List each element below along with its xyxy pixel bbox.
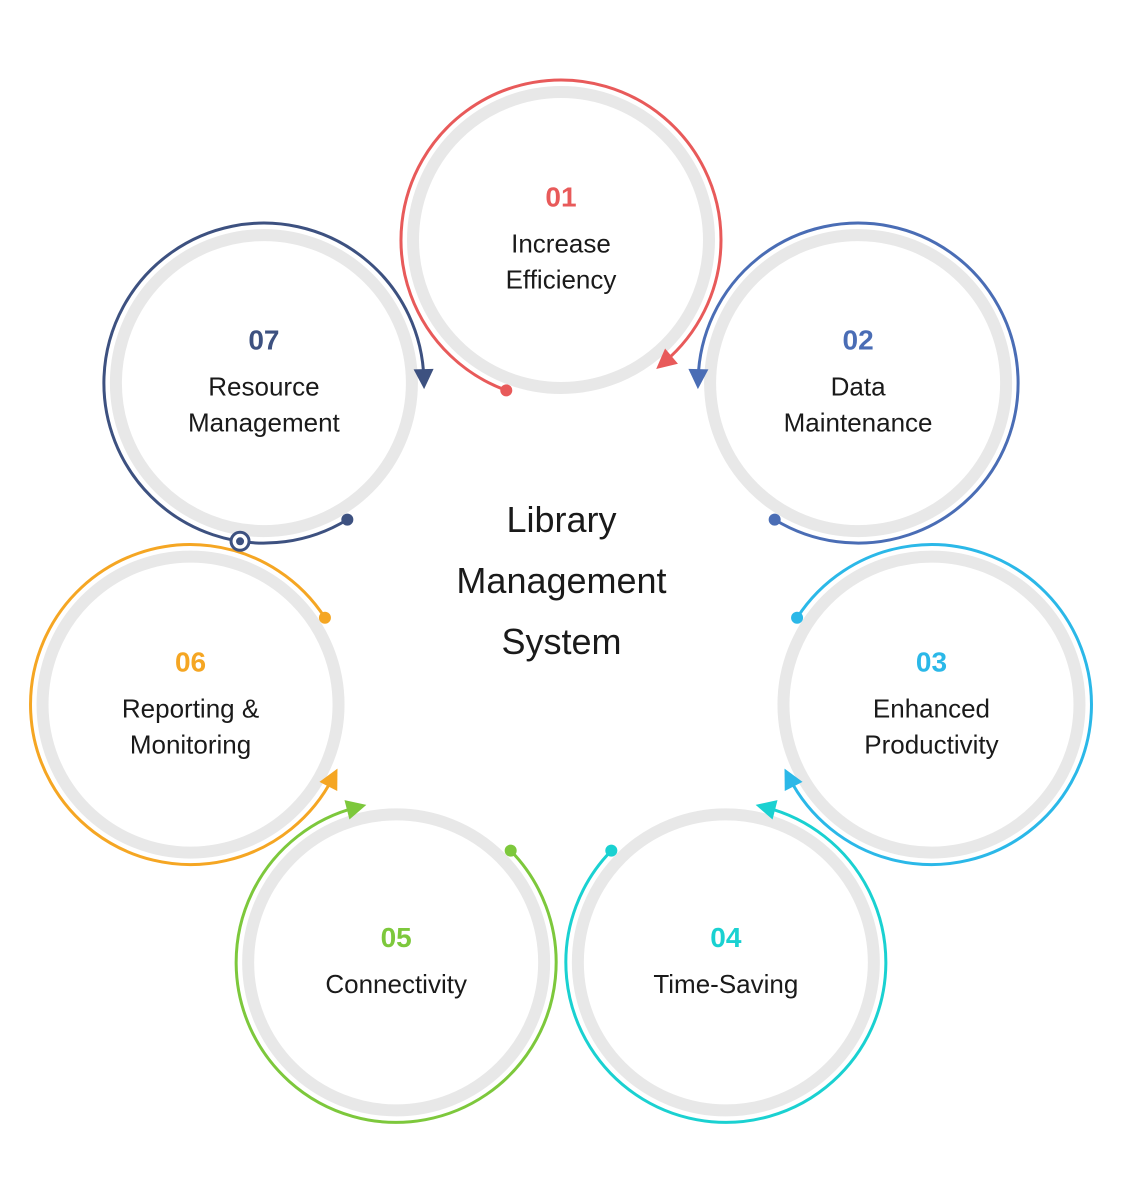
node-num: 05 <box>276 922 516 954</box>
node-label: ResourceManagement <box>144 369 384 442</box>
center-title: LibraryManagementSystem <box>456 489 666 673</box>
node-5: 05 Connectivity <box>276 922 516 1002</box>
node-3: 03 EnhancedProductivity <box>811 646 1051 763</box>
node-label: DataMaintenance <box>738 369 978 442</box>
node-4: 04 Time-Saving <box>606 922 846 1002</box>
node-num: 07 <box>144 325 384 357</box>
node-2: 02 DataMaintenance <box>738 325 978 442</box>
node-num: 06 <box>71 646 311 678</box>
node-label: Connectivity <box>276 966 516 1002</box>
node-num: 01 <box>441 182 681 214</box>
node-num: 03 <box>811 646 1051 678</box>
node-num: 02 <box>738 325 978 357</box>
node-label: EnhancedProductivity <box>811 690 1051 763</box>
node-num: 04 <box>606 922 846 954</box>
diagram-container: LibraryManagementSystem 01 IncreaseEffici… <box>0 0 1123 1198</box>
node-label: Time-Saving <box>606 966 846 1002</box>
node-label: IncreaseEfficiency <box>441 226 681 299</box>
node-label: Reporting &Monitoring <box>71 690 311 763</box>
node-1: 01 IncreaseEfficiency <box>441 182 681 299</box>
node-6: 06 Reporting &Monitoring <box>71 646 311 763</box>
node-7: 07 ResourceManagement <box>144 325 384 442</box>
